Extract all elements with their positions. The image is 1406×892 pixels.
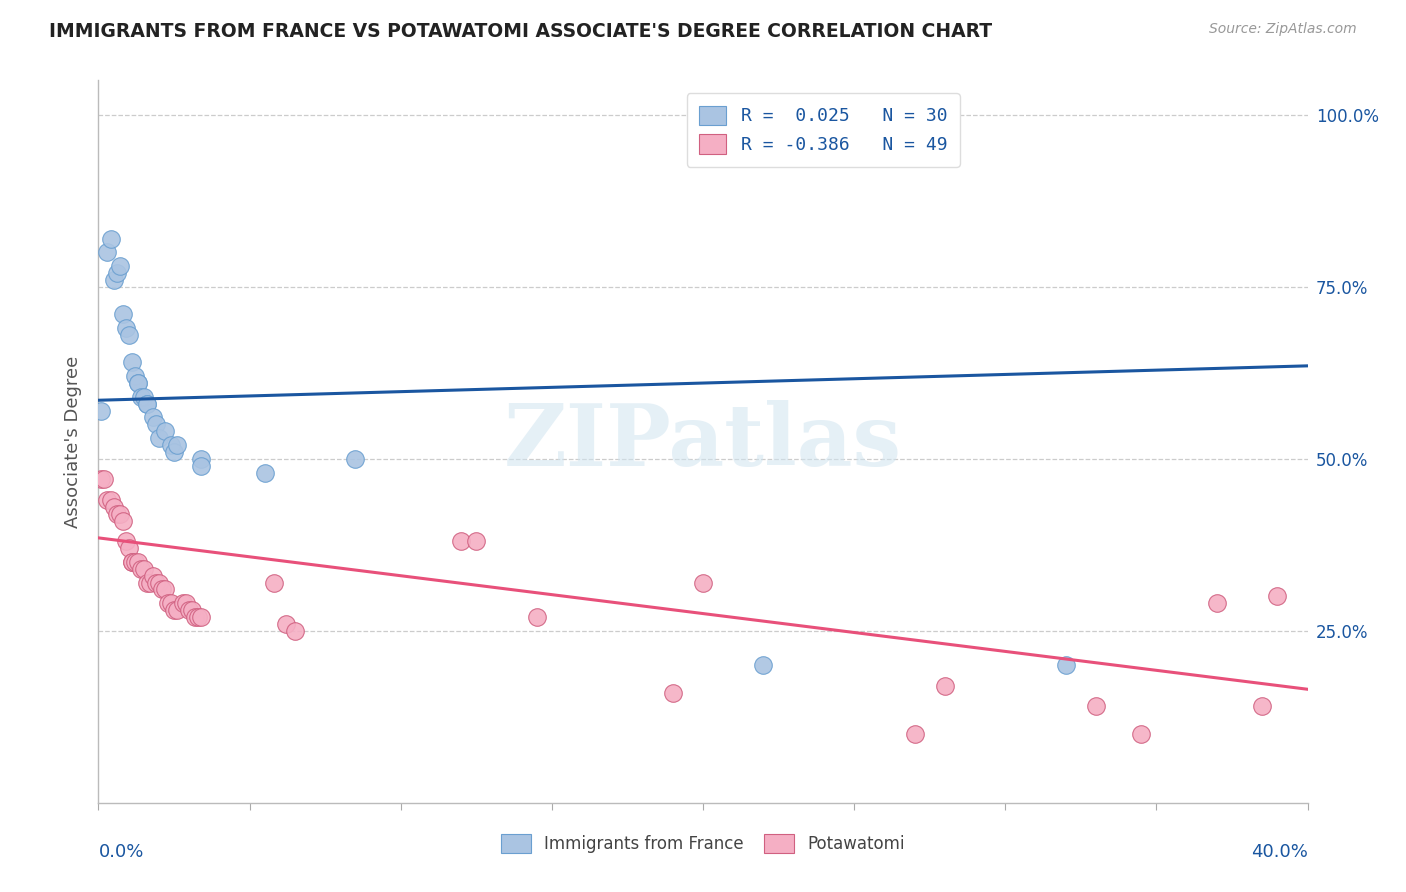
Point bbox=[121, 355, 143, 369]
Point bbox=[96, 493, 118, 508]
Point bbox=[127, 376, 149, 390]
Point bbox=[1085, 699, 1108, 714]
Legend: Immigrants from France, Potawatomi: Immigrants from France, Potawatomi bbox=[491, 824, 915, 863]
Point bbox=[156, 596, 179, 610]
Point bbox=[111, 514, 134, 528]
Point bbox=[103, 273, 125, 287]
Point bbox=[135, 397, 157, 411]
Point bbox=[153, 424, 176, 438]
Point bbox=[181, 603, 204, 617]
Point bbox=[692, 575, 714, 590]
Text: IMMIGRANTS FROM FRANCE VS POTAWATOMI ASSOCIATE'S DEGREE CORRELATION CHART: IMMIGRANTS FROM FRANCE VS POTAWATOMI ASS… bbox=[49, 22, 993, 41]
Y-axis label: Associate's Degree: Associate's Degree bbox=[63, 355, 82, 528]
Point bbox=[160, 596, 183, 610]
Point bbox=[118, 327, 141, 342]
Point bbox=[103, 500, 125, 514]
Point bbox=[174, 596, 197, 610]
Point bbox=[187, 610, 209, 624]
Point bbox=[142, 410, 165, 425]
Point bbox=[93, 472, 115, 486]
Point bbox=[344, 451, 367, 466]
Point bbox=[263, 575, 285, 590]
Text: Source: ZipAtlas.com: Source: ZipAtlas.com bbox=[1209, 22, 1357, 37]
Point bbox=[127, 555, 149, 569]
Point bbox=[121, 555, 143, 569]
Point bbox=[284, 624, 307, 638]
Point bbox=[145, 575, 167, 590]
Point bbox=[90, 472, 112, 486]
Point bbox=[166, 438, 188, 452]
Point bbox=[132, 562, 155, 576]
Point bbox=[132, 390, 155, 404]
Point bbox=[135, 575, 157, 590]
Point bbox=[127, 376, 149, 390]
Point bbox=[100, 231, 122, 245]
Point bbox=[1251, 699, 1274, 714]
Point bbox=[163, 445, 186, 459]
Point bbox=[135, 397, 157, 411]
Point bbox=[904, 727, 927, 741]
Point bbox=[465, 534, 488, 549]
Point bbox=[172, 596, 194, 610]
Point bbox=[108, 259, 131, 273]
Point bbox=[118, 541, 141, 556]
Point bbox=[153, 582, 176, 597]
Point bbox=[184, 610, 207, 624]
Text: 40.0%: 40.0% bbox=[1251, 843, 1308, 861]
Point bbox=[1267, 590, 1289, 604]
Point bbox=[124, 555, 146, 569]
Point bbox=[148, 431, 170, 445]
Point bbox=[179, 603, 201, 617]
Point bbox=[274, 616, 297, 631]
Point bbox=[1054, 658, 1077, 673]
Point bbox=[139, 575, 162, 590]
Point bbox=[105, 266, 128, 280]
Point bbox=[190, 458, 212, 473]
Point bbox=[114, 534, 136, 549]
Point bbox=[121, 555, 143, 569]
Point bbox=[111, 307, 134, 321]
Point bbox=[166, 603, 188, 617]
Point bbox=[752, 658, 775, 673]
Point bbox=[160, 438, 183, 452]
Point bbox=[142, 568, 165, 582]
Point bbox=[114, 321, 136, 335]
Point bbox=[661, 686, 683, 700]
Point bbox=[129, 390, 152, 404]
Point bbox=[190, 451, 212, 466]
Point bbox=[124, 369, 146, 384]
Point bbox=[90, 403, 112, 417]
Point bbox=[1206, 596, 1229, 610]
Point bbox=[163, 603, 186, 617]
Point bbox=[1130, 727, 1153, 741]
Point bbox=[148, 575, 170, 590]
Point bbox=[100, 493, 122, 508]
Text: 0.0%: 0.0% bbox=[98, 843, 143, 861]
Point bbox=[129, 562, 152, 576]
Text: ZIPatlas: ZIPatlas bbox=[503, 400, 903, 483]
Point bbox=[934, 679, 956, 693]
Point bbox=[150, 582, 173, 597]
Point bbox=[145, 417, 167, 432]
Point bbox=[526, 610, 548, 624]
Point bbox=[108, 507, 131, 521]
Point bbox=[96, 245, 118, 260]
Point bbox=[253, 466, 276, 480]
Point bbox=[450, 534, 472, 549]
Point bbox=[105, 507, 128, 521]
Point bbox=[190, 610, 212, 624]
